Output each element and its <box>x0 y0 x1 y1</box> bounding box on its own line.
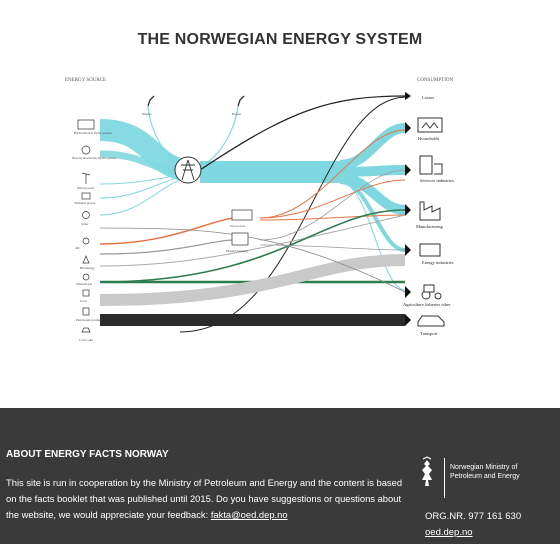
consumer-label: Losses <box>422 95 434 100</box>
source-label: Petroleum products <box>76 318 104 322</box>
footer-heading: ABOUT ENERGY FACTS NORWAY <box>6 449 169 460</box>
export-plug-icon: Export <box>232 95 245 116</box>
source-label: Wind power <box>77 186 95 190</box>
source-label: Solar <box>81 222 89 226</box>
gas-power-node: Gas power <box>230 209 253 228</box>
import-plug-icon: Import <box>142 95 155 116</box>
consumer-label: Transport <box>420 331 438 336</box>
source-label: Non-hydroelectric hydro power <box>72 156 117 160</box>
consumer-label: Services industries <box>420 178 454 183</box>
source-label: Coal <box>80 299 87 303</box>
source-label: Thermal power <box>74 201 96 205</box>
ministry-logo[interactable]: Norwegian Ministry of Petroleum and Ener… <box>414 456 554 502</box>
flow-lines <box>99 95 406 333</box>
source-label: Natural gas <box>76 282 93 286</box>
source-header: ENERGY SOURCE <box>65 78 106 83</box>
consumer-arrows <box>405 92 411 326</box>
district-heating-node: District heating <box>226 232 249 253</box>
website-link[interactable]: oed.dep.no <box>425 527 473 538</box>
svg-text:Gas power: Gas power <box>230 224 246 228</box>
page-title: THE NORWEGIAN ENERGY SYSTEM <box>137 31 423 48</box>
consumer-label: Agriculture fisheries other <box>403 302 451 307</box>
consumption-header: CONSUMPTION <box>417 78 454 83</box>
source-label: Bioenergy <box>80 266 95 270</box>
logo-divider <box>444 458 445 498</box>
footer-description: This site is run in cooperation by the M… <box>6 477 403 520</box>
source-label: Hydroelectric hydro power <box>74 131 113 135</box>
ministry-name: Norwegian Ministry of Petroleum and Ener… <box>450 464 520 480</box>
consumer-label: Households <box>418 136 439 141</box>
transmission-tower-icon <box>174 156 202 184</box>
consumer-label: Manufacturing <box>416 224 443 229</box>
consumer-label: Energy industries <box>422 260 454 265</box>
svg-text:District heating: District heating <box>226 249 248 253</box>
lion-crest-icon <box>422 456 432 486</box>
source-label: Coal coke <box>79 338 94 342</box>
svg-text:Export: Export <box>232 112 242 116</box>
energy-flow-diagram: ENERGY SOURCE CONSUMPTION <box>60 70 470 350</box>
consumer-list: Losses Households Services industries Ma… <box>403 95 454 336</box>
feedback-email-link[interactable]: fakta@oed.dep.no <box>210 509 288 520</box>
org-number: ORG.NR. 977 161 630 <box>425 511 522 522</box>
site-footer: ABOUT ENERGY FACTS NORWAY This site is r… <box>0 408 560 544</box>
svg-text:Import: Import <box>142 112 152 116</box>
source-label: Oil <box>75 246 80 250</box>
source-list: Hydroelectric hydro power Non-hydroelect… <box>72 119 117 342</box>
